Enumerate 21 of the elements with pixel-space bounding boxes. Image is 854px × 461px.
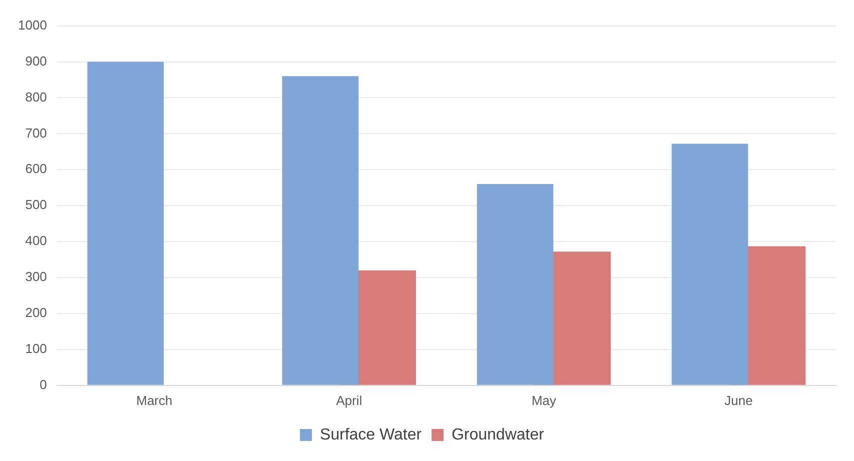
y-tick-label: 300	[25, 269, 47, 284]
y-tick-label: 700	[25, 125, 47, 140]
y-tick-label: 0	[40, 376, 47, 392]
y-tick-label: 100	[25, 341, 47, 356]
x-tick-label: May	[532, 392, 557, 408]
x-tick-label: March	[136, 392, 172, 408]
x-tick-label: April	[336, 392, 362, 408]
y-tick-label: 500	[25, 197, 47, 212]
y-tick-label: 400	[25, 233, 47, 248]
legend-label: Surface Water	[320, 426, 422, 444]
y-tick-label: 900	[25, 53, 47, 68]
bar	[87, 62, 164, 385]
bar	[672, 144, 748, 385]
bar	[282, 76, 359, 385]
bar	[476, 184, 554, 385]
x-tick-label: June	[724, 392, 753, 408]
y-tick-label: 1000	[18, 17, 47, 32]
y-tick-label: 800	[25, 89, 47, 104]
y-tick-label: 200	[25, 305, 47, 320]
legend-label: Groundwater	[452, 426, 545, 444]
y-tick-label: 600	[25, 161, 47, 176]
